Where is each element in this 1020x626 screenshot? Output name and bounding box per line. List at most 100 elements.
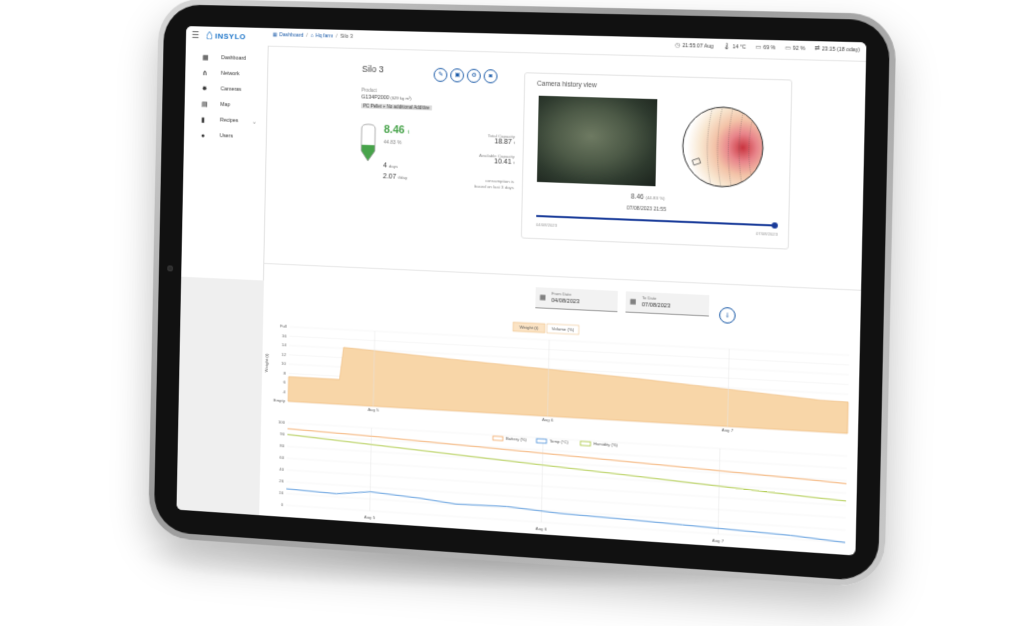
available-capacity-unit: t	[513, 160, 515, 166]
dashboard-icon: ▦	[202, 54, 209, 62]
silo-level-indicator	[360, 123, 376, 163]
battery-icon: ▭	[755, 44, 762, 52]
y-tick-label: 80	[280, 443, 285, 448]
sidebar-item-label: Recipes	[219, 117, 239, 125]
y-tick-label: 8	[283, 371, 286, 376]
pencil-icon: ✎	[438, 71, 443, 78]
logo-text: INSYLO	[215, 31, 247, 41]
consumption-note: consumption is based on last 3 days	[439, 176, 514, 191]
chevron-down-icon: ⌄	[251, 119, 257, 126]
y-tick-label: 0	[281, 502, 284, 507]
camera-icon: ✸	[201, 85, 208, 93]
x-tick-label: Aug 7	[722, 427, 735, 433]
product-tag: PC Pellet + No additional Additive	[361, 103, 432, 111]
gallery-button[interactable]: ▣	[450, 68, 465, 83]
status-bar: ◷ 21:55:07 Aug 🌡︎ 14 °C ▭ 69 % ▭ 92 % ⇄ 23:15…	[666, 42, 860, 54]
y-tick-label: 40	[279, 467, 284, 472]
camera-button[interactable]: ◙	[483, 69, 498, 84]
history-slider-track[interactable]	[536, 214, 776, 227]
rate-unit: t/day	[397, 174, 408, 181]
environment-chart: 100 90 80 60 40 26 16 0 Aug 5 Aug 6 Aug 7 Battery (…	[278, 420, 860, 556]
x-grid-line	[541, 438, 543, 522]
y-tick-label: 60	[280, 455, 285, 460]
calendar-icon: ▦	[629, 298, 637, 306]
heatmap-view[interactable]	[680, 104, 766, 190]
y-tick-label: Empty	[273, 398, 286, 404]
y-tick-label: 100	[278, 420, 285, 425]
app-logo[interactable]: INSYLO	[207, 31, 246, 41]
sidebar-item-users[interactable]: ● Users	[184, 127, 266, 145]
battery-icon: ▭	[784, 45, 791, 52]
x-grid-line	[718, 449, 720, 534]
camera-snapshot[interactable]	[536, 95, 658, 187]
from-date-field[interactable]: ▦ From Date 04/08/2023	[535, 287, 618, 313]
days-value: 4	[383, 162, 388, 170]
tablet-screen: ☰ INSYLO ▦ Dashboard / ⌂ Hq farm / Silo …	[176, 26, 867, 556]
volume-toggle[interactable]	[547, 324, 579, 335]
legend-swatch	[536, 439, 546, 444]
available-capacity-value: 10.41 t	[455, 157, 515, 166]
heatmap-disc	[682, 106, 764, 188]
settings-button[interactable]: ⚙	[466, 68, 481, 84]
silo-weight-value: 8.46	[383, 123, 405, 137]
status-time: ◷ 21:55:07 Aug	[675, 42, 714, 50]
weight-toggle[interactable]	[513, 322, 545, 333]
y-tick-label: 4	[283, 389, 286, 394]
rate-value: 2.07	[382, 173, 397, 181]
total-capacity-value: 18.87 t	[456, 137, 515, 146]
section-divider	[264, 262, 862, 291]
users-icon: ●	[200, 132, 205, 140]
dashboard-icon: ▦	[272, 32, 278, 39]
y-tick-label: 14	[282, 343, 287, 348]
product-value: G134P2000 (629 kg m³)	[361, 94, 411, 101]
status-temperature: 🌡︎ 14 °C	[723, 43, 746, 51]
sidebar-nav: ▦ Dashboard ⋔ Network ✸ Cameras ▤ Map ▮ Recip…	[181, 43, 269, 281]
hamburger-menu-icon[interactable]: ☰	[191, 29, 200, 40]
breadcrumb-farm[interactable]: Hq farm	[315, 33, 334, 40]
legend-label: Battery (%)	[506, 436, 528, 442]
days-remaining: 4 days	[383, 162, 398, 169]
map-icon: ▤	[201, 101, 208, 109]
silo-actions: ✎ ▣ ⚙ ◙	[433, 67, 501, 84]
tablet-frame: ☰ INSYLO ▦ Dashboard / ⌂ Hq farm / Silo …	[148, 0, 897, 589]
toggle-label: Weight (t)	[519, 325, 538, 331]
silo-weight-pct: 44.83 %	[383, 139, 402, 147]
download-button[interactable]: ⇩	[718, 306, 736, 324]
sidebar-item-label: Users	[219, 133, 233, 140]
status-sync-text: 23:15 (18 oday)	[821, 45, 860, 54]
breadcrumb-separator: /	[335, 33, 338, 40]
status-battery-2: ▭ 92 %	[785, 44, 805, 52]
status-battery-1: ▭ 69 %	[755, 44, 775, 52]
sidebar-item-label: Cameras	[220, 86, 242, 93]
status-sync: ⇄ 23:15 (18 oday)	[814, 45, 860, 53]
silo-weight: 8.46 t	[384, 124, 410, 137]
to-date-field[interactable]: ▦ To Date 07/08/2023	[625, 291, 710, 317]
tablet-bezel: ☰ INSYLO ▦ Dashboard / ⌂ Hq farm / Silo …	[153, 4, 891, 582]
camera-weight-value: 8.46	[630, 193, 644, 202]
product-name: G134P2000	[361, 94, 390, 102]
product-label: Product	[361, 87, 377, 93]
history-slider-thumb[interactable]	[771, 221, 778, 229]
camera-weight-pct: (44.83 %)	[645, 195, 665, 201]
edit-button[interactable]: ✎	[433, 67, 448, 83]
calendar-icon: ▦	[539, 294, 547, 302]
legend-label: Humidity (%)	[593, 441, 618, 448]
camera-history-card: Camera history view	[520, 72, 793, 250]
consumption-rate: 2.07 t/day	[383, 173, 407, 181]
breadcrumb: ▦ Dashboard / ⌂ Hq farm / Silo 3	[273, 32, 353, 40]
legend-label: Temp (°C)	[549, 439, 569, 445]
silo-weight-unit: t	[407, 129, 410, 136]
legend-swatch	[580, 441, 590, 446]
thermometer-icon: 🌡︎	[722, 43, 731, 51]
status-temperature-text: 14 °C	[732, 43, 747, 51]
clipboard-icon: ▮	[201, 116, 205, 124]
days-unit: days	[388, 163, 398, 169]
available-capacity: Available Capacity 10.41 t	[455, 152, 515, 166]
x-grid-line	[370, 428, 372, 511]
breadcrumb-dashboard[interactable]: Dashboard	[279, 32, 304, 39]
slider-start-date: 04/08/2023	[536, 222, 557, 228]
to-date-value: 07/08/2023	[641, 302, 671, 310]
y-tick-label: Full	[280, 324, 287, 329]
from-date-value: 04/08/2023	[551, 297, 580, 306]
